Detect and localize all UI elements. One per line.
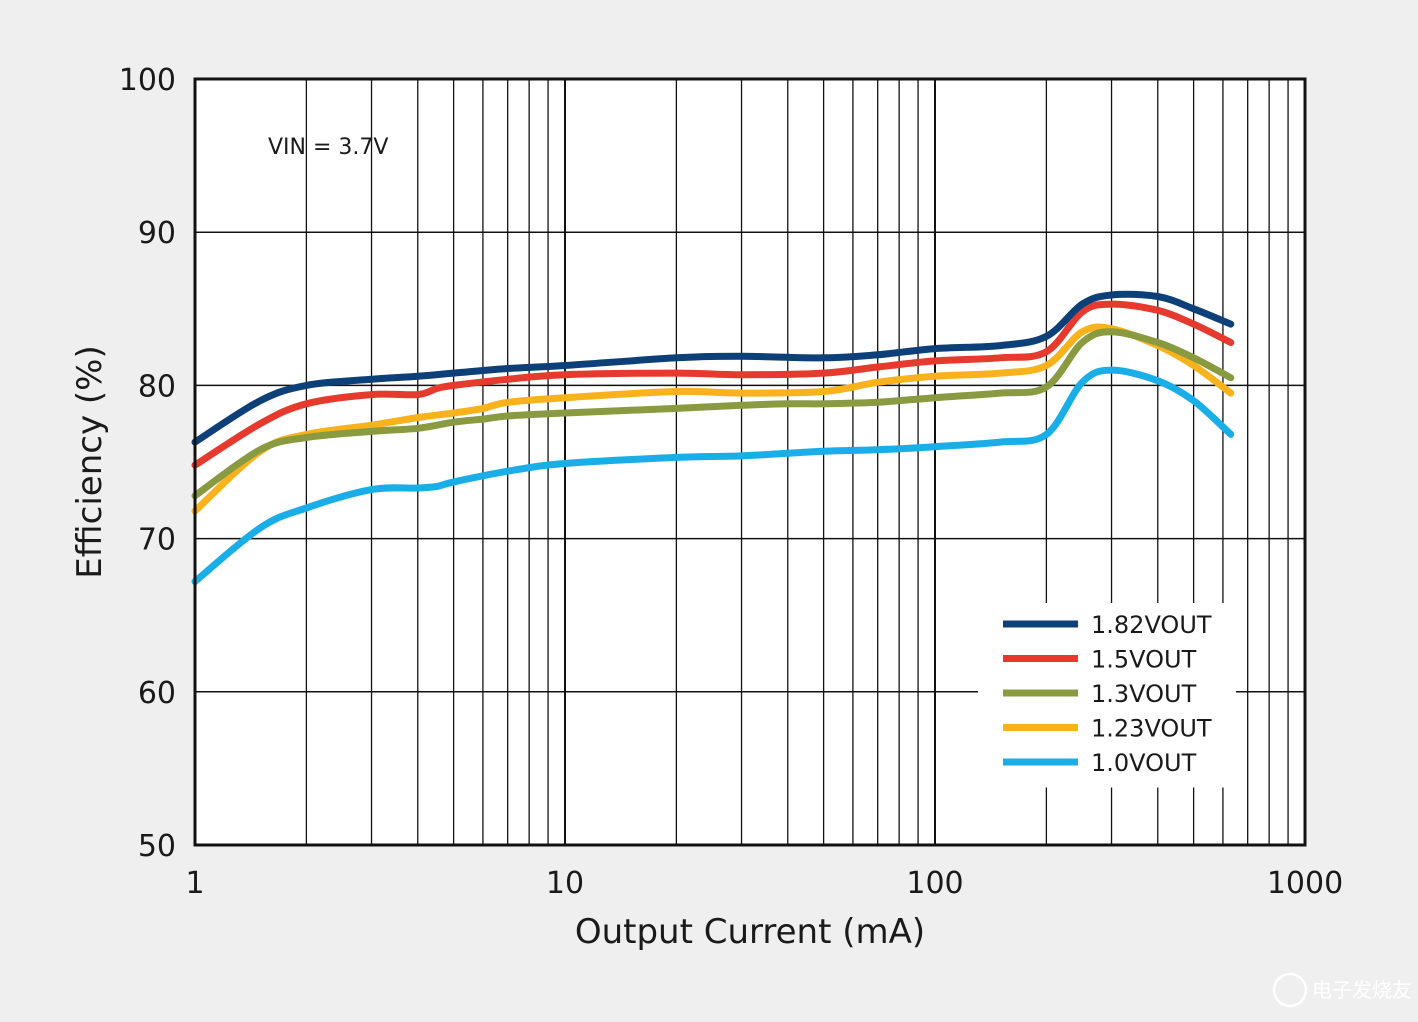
series-layer xyxy=(191,290,1235,585)
legend-label: 1.3VOUT xyxy=(1091,680,1197,708)
x-axis-ticks: 1 10 100 1000 xyxy=(185,866,1343,901)
series-line-1-3vout xyxy=(191,328,1235,500)
legend-label: 1.82VOUT xyxy=(1091,611,1212,639)
y-tick-label: 70 xyxy=(138,523,176,558)
x-tick-label: 10 xyxy=(546,866,584,901)
y-tick-label: 50 xyxy=(138,829,176,864)
legend-label: 1.5VOUT xyxy=(1091,646,1197,674)
series-line-1-82vout xyxy=(191,290,1235,446)
x-tick-label: 1 xyxy=(185,866,204,901)
legend: 1.82VOUT 1.5VOUT 1.3VOUT 1.23VOUT 1.0VOUT xyxy=(978,603,1236,788)
y-tick-label: 90 xyxy=(138,216,176,251)
legend-label: 1.23VOUT xyxy=(1091,715,1212,743)
y-tick-label: 60 xyxy=(138,676,176,711)
chart-annotation: VIN = 3.7V xyxy=(268,135,388,160)
series-line-1-23vout xyxy=(191,323,1235,515)
y-tick-label: 80 xyxy=(138,369,176,404)
y-tick-label: 100 xyxy=(119,63,176,98)
watermark-circle-icon xyxy=(1272,972,1308,1008)
series-line-1-0vout xyxy=(191,366,1235,585)
watermark-logo: 电子发烧友 xyxy=(1272,972,1412,1008)
x-tick-label: 1000 xyxy=(1267,866,1343,901)
watermark-text: 电子发烧友 xyxy=(1312,978,1412,1002)
legend-label: 1.0VOUT xyxy=(1091,749,1197,777)
plot-frame xyxy=(193,77,1307,847)
x-tick-label: 100 xyxy=(906,866,963,901)
y-axis-title: Efficiency (%) xyxy=(70,345,110,578)
y-axis-ticks: 50 60 70 80 90 100 xyxy=(119,63,176,864)
x-axis-title: Output Current (mA) xyxy=(575,912,925,952)
series-line-1-5vout xyxy=(191,300,1235,469)
